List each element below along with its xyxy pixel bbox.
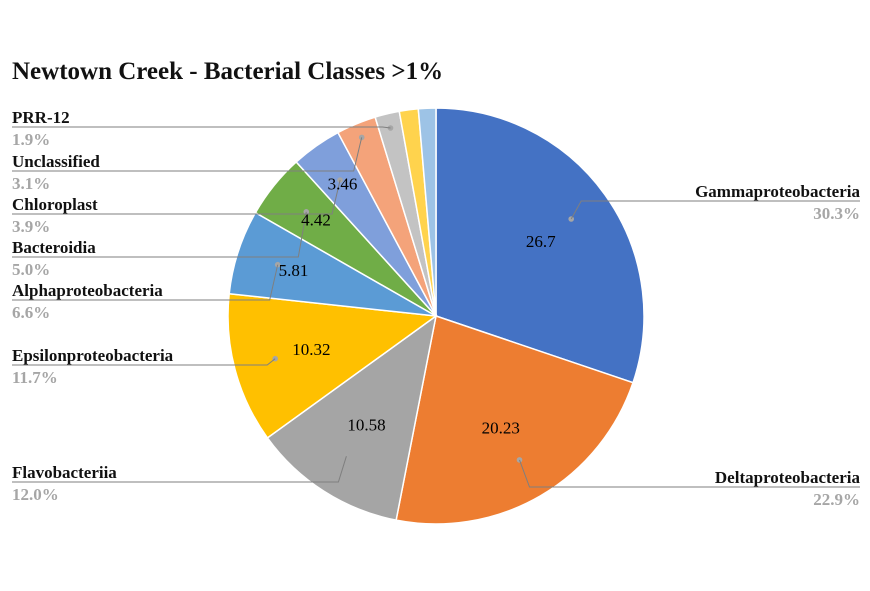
leader-line-epsilonproteobacteria [12, 358, 276, 366]
percent-label-alphaproteobacteria: 6.6% [12, 303, 50, 322]
category-label-bacteroidia: Bacteroidia [12, 238, 96, 257]
chart-title: Newtown Creek - Bacterial Classes >1% [12, 58, 444, 85]
leader-dot-flavobacteriia [343, 453, 350, 460]
leader-line-chloroplast [12, 179, 341, 215]
data-labels: 26.7 Gammaproteobacteria 30.3% 20.23 Deltapr… [12, 108, 860, 509]
percent-label-flavobacteriia: 12.0% [12, 485, 59, 504]
leader-line-bacteroidia [12, 211, 307, 258]
leader-line-alphaproteobacteria [12, 264, 279, 301]
category-label-epsilonproteobacteria: Epsilonproteobacteria [12, 346, 174, 365]
value-label-bacteroidia: 4.42 [301, 211, 331, 230]
category-label-alphaproteobacteria: Alphaproteobacteria [12, 281, 163, 300]
percent-label-deltaproteobacteria: 22.9% [813, 490, 860, 509]
pie-slices [227, 107, 645, 525]
value-label-chloroplast: 3.46 [328, 174, 358, 193]
percent-label-chloroplast: 3.9% [12, 217, 50, 236]
percent-label-prr-12: 1.9% [12, 130, 50, 149]
category-label-chloroplast: Chloroplast [12, 195, 98, 214]
leader-dot-chloroplast [337, 177, 343, 183]
percent-label-unclassified: 3.1% [12, 174, 50, 193]
value-label-alphaproteobacteria: 5.81 [279, 261, 309, 280]
leader-line-unclassified [12, 137, 363, 172]
percent-label-bacteroidia: 5.0% [12, 260, 50, 279]
value-label-flavobacteriia: 10.58 [347, 416, 385, 435]
pie-slice-deltaproteobacteria [395, 315, 634, 525]
category-label-prr-12: PRR-12 [12, 108, 70, 127]
category-label-gammaproteobacteria: Gammaproteobacteria [695, 182, 860, 201]
leader-line-deltaproteobacteria [519, 459, 860, 488]
percent-label-epsilonproteobacteria: 11.7% [12, 368, 58, 387]
pie-slice-gammaproteobacteria [435, 107, 645, 384]
value-label-gammaproteobacteria: 26.7 [526, 232, 556, 251]
pie-slice-epsilonproteobacteria [227, 292, 439, 439]
percent-label-gammaproteobacteria: 30.3% [813, 204, 860, 223]
leader-line-flavobacteriia [12, 456, 347, 483]
category-label-unclassified: Unclassified [12, 152, 100, 171]
value-label-deltaproteobacteria: 20.23 [482, 419, 520, 438]
category-label-deltaproteobacteria: Deltaproteobacteria [715, 468, 861, 487]
category-label-flavobacteriia: Flavobacteriia [12, 463, 117, 482]
leader-line-prr-12 [12, 126, 391, 129]
leader-line-gammaproteobacteria [570, 200, 860, 220]
leader-lines [12, 125, 860, 488]
pie-slice-other-10 [417, 107, 437, 317]
value-label-epsilonproteobacteria: 10.32 [292, 340, 330, 359]
pie-slice-flavobacteriia [266, 314, 438, 522]
